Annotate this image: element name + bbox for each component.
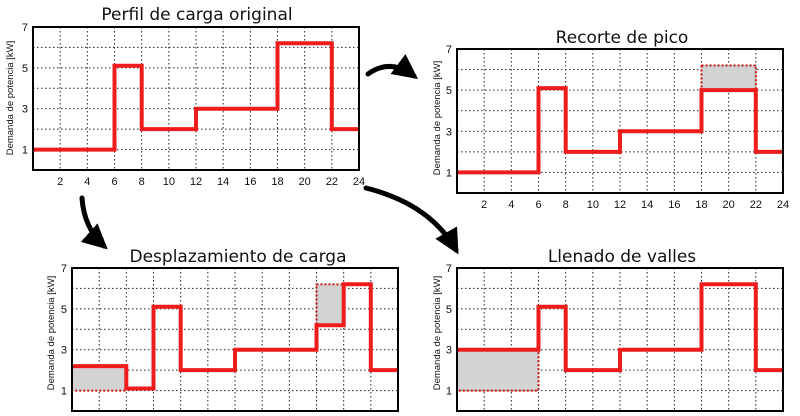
- x-tick-label: 2: [57, 176, 63, 188]
- load-profile-line: [72, 282, 398, 391]
- x-tick-label: 22: [750, 199, 762, 211]
- x-tick-label: 6: [111, 176, 117, 188]
- x-tick-label: 12: [190, 176, 202, 188]
- y-tick-label: 1: [446, 386, 452, 398]
- y-axis-label: Demanda de potencia [kW]: [5, 41, 16, 156]
- y-tick-label: 7: [446, 263, 452, 275]
- chart-title: Recorte de pico: [556, 28, 689, 48]
- y-axis-label: Demanda de potencia [kW]: [432, 276, 443, 391]
- y-tick-label: 5: [61, 304, 67, 316]
- chart-load-shifting: Desplazamiento de carga Demanda de poten…: [46, 247, 399, 412]
- shaded-region: [315, 283, 345, 327]
- x-tick-label: 16: [668, 199, 680, 211]
- load-profile-line: [457, 86, 783, 175]
- y-tick-label: 5: [22, 63, 28, 75]
- axes-frame: [456, 267, 784, 412]
- x-tick-label: 14: [217, 176, 229, 188]
- y-tick-label: 7: [22, 22, 28, 34]
- x-tick-label: 18: [271, 176, 283, 188]
- x-tick-label: 20: [299, 176, 311, 188]
- axes-frame: [32, 26, 360, 171]
- load-profile-line: [457, 282, 783, 373]
- chart-peak-shaving: Recorte de pico Demanda de potencia [kW]…: [432, 28, 789, 211]
- chart-title: Llenado de valles: [548, 247, 696, 267]
- arrow-to-peak-shaving: [365, 54, 419, 79]
- x-tick-label: 24: [353, 176, 365, 188]
- y-tick-label: 7: [446, 44, 452, 56]
- chart-original: Perfil de carga original Demanda de pote…: [5, 5, 365, 188]
- x-tick-label: 24: [777, 199, 789, 211]
- x-tick-label: 4: [84, 176, 90, 188]
- x-tick-label: 8: [563, 199, 569, 211]
- y-tick-label: 1: [61, 386, 67, 398]
- y-tick-label: 1: [446, 167, 452, 179]
- arrow-to-valley-filling: [363, 185, 459, 255]
- y-tick-label: 3: [22, 104, 28, 116]
- chart-title: Perfil de carga original: [101, 5, 292, 25]
- y-tick-label: 7: [61, 263, 67, 275]
- axes-frame: [71, 267, 399, 412]
- x-tick-label: 20: [723, 199, 735, 211]
- y-tick-label: 3: [446, 345, 452, 357]
- x-tick-label: 6: [535, 199, 541, 211]
- chart-title: Desplazamiento de carga: [130, 247, 347, 267]
- y-tick-label: 3: [61, 345, 67, 357]
- y-tick-label: 1: [22, 145, 28, 157]
- x-tick-label: 22: [326, 176, 338, 188]
- x-tick-label: 10: [163, 176, 175, 188]
- x-tick-label: 18: [695, 199, 707, 211]
- shaded-region: [456, 348, 540, 392]
- shaded-region: [700, 64, 757, 92]
- x-tick-label: 2: [481, 199, 487, 211]
- y-axis-label: Demanda de potencia [kW]: [46, 276, 57, 391]
- x-tick-label: 10: [587, 199, 599, 211]
- x-tick-label: 12: [614, 199, 626, 211]
- plot-area: 1 3 5 7: [61, 263, 399, 412]
- arrow-to-load-shifting: [79, 195, 108, 250]
- y-tick-label: 3: [446, 126, 452, 138]
- x-tick-label: 4: [508, 199, 514, 211]
- y-tick-label: 5: [446, 85, 452, 97]
- x-tick-label: 16: [244, 176, 256, 188]
- x-tick-label: 14: [641, 199, 653, 211]
- chart-valley-filling: Llenado de valles Demanda de potencia [k…: [432, 247, 784, 412]
- y-tick-label: 5: [446, 304, 452, 316]
- axes-frame: [456, 48, 784, 194]
- x-tick-label: 8: [139, 176, 145, 188]
- plot-area: 1 3 5 7: [446, 263, 784, 412]
- load-profile-line: [33, 41, 359, 152]
- shaded-region: [71, 365, 128, 392]
- y-axis-label: Demanda de potencia [kW]: [432, 61, 443, 176]
